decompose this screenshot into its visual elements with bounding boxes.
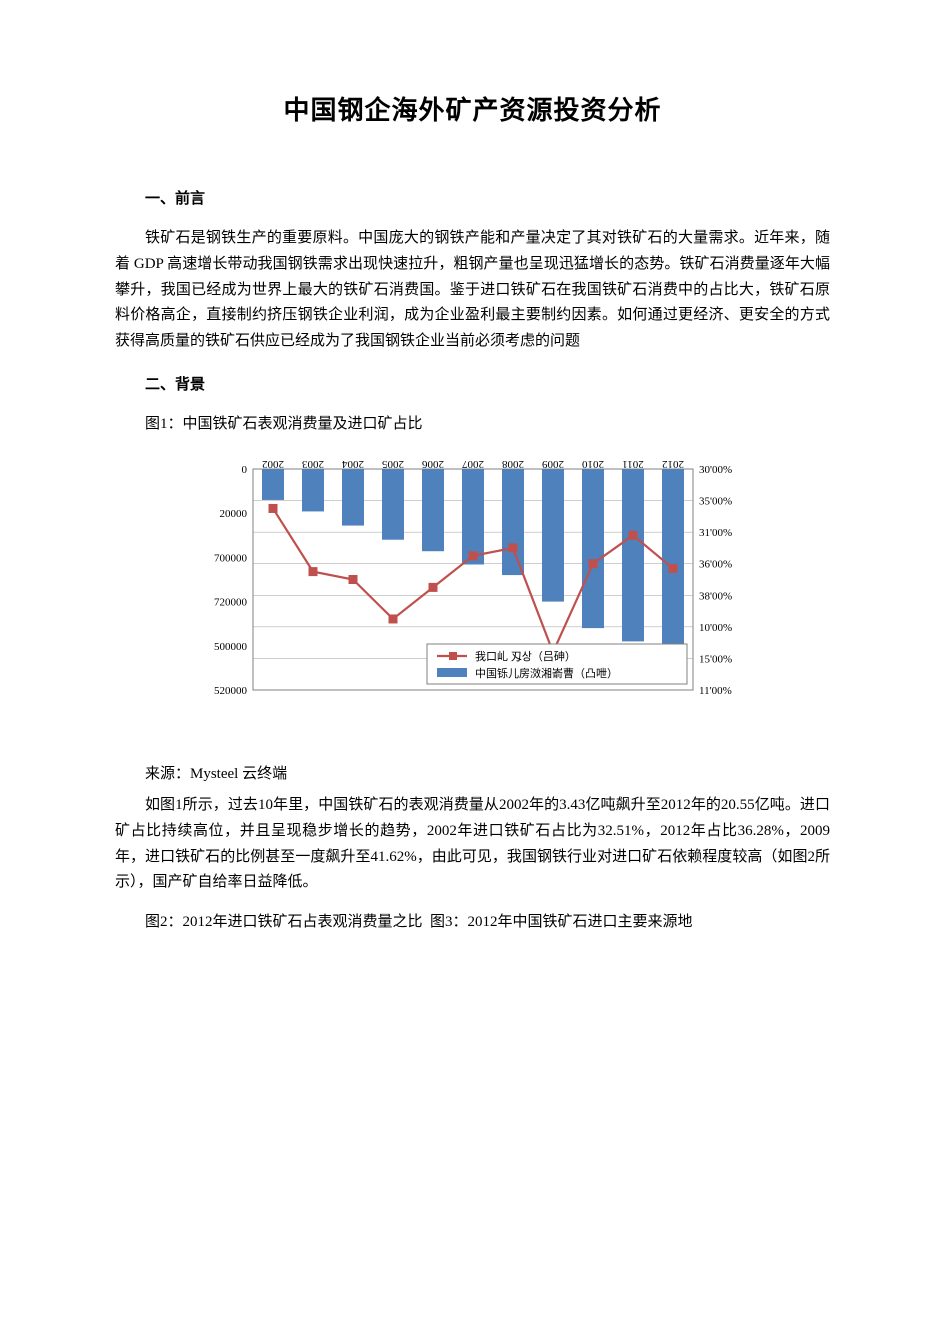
svg-text:我口乢 刄상（吕砷）: 我口乢 刄상（吕砷）: [475, 650, 576, 663]
svg-text:0: 0: [241, 464, 247, 476]
svg-text:2004: 2004: [341, 458, 364, 470]
svg-text:30'00%: 30'00%: [699, 464, 732, 476]
svg-text:2007: 2007: [461, 458, 484, 470]
svg-text:2005: 2005: [381, 458, 404, 470]
svg-text:2002: 2002: [262, 458, 284, 470]
figure-1-chart: 2002 2003 2004 2005 2006 2007 2008 2009 2010 2011…: [193, 443, 753, 748]
svg-text:38'00%: 38'00%: [699, 590, 732, 602]
svg-text:520000: 520000: [214, 685, 248, 697]
figure-1-chart-container: 2002 2003 2004 2005 2006 2007 2008 2009 2010 2011…: [115, 443, 830, 748]
svg-text:2003: 2003: [301, 458, 324, 470]
svg-text:31'00%: 31'00%: [699, 527, 732, 539]
svg-text:36'00%: 36'00%: [699, 559, 732, 571]
page-title: 中国钢企海外矿产资源投资分析: [115, 90, 830, 127]
svg-text:700000: 700000: [214, 552, 248, 564]
svg-text:中国铄儿房滧湘嵛曹（凸呭）: 中国铄儿房滧湘嵛曹（凸呭）: [475, 666, 618, 680]
svg-text:15'00%: 15'00%: [699, 653, 732, 665]
svg-text:2012: 2012: [662, 458, 684, 470]
svg-text:2010: 2010: [581, 458, 604, 470]
figure-2-3-captions: 图2：2012年进口铁矿石占表观消费量之比图3：2012年中国铁矿石进口主要来源…: [115, 910, 830, 931]
paragraph-1: 铁矿石是钢铁生产的重要原料。中国庞大的钢铁产能和产量决定了其对铁矿石的大量需求。…: [115, 226, 830, 355]
figure-1-source: 来源：Mysteel 云终端: [115, 762, 830, 783]
svg-text:720000: 720000: [214, 597, 248, 609]
svg-text:2008: 2008: [501, 458, 524, 470]
document-page: 中国钢企海外矿产资源投资分析 一、前言 铁矿石是钢铁生产的重要原料。中国庞大的钢…: [0, 0, 945, 1337]
paragraph-2: 如图1所示，过去10年里，中国铁矿石的表观消费量从2002年的3.43亿吨飙升至…: [115, 793, 830, 896]
svg-text:500000: 500000: [214, 641, 248, 653]
figure-2-caption: 图2：2012年进口铁矿石占表观消费量之比: [145, 914, 423, 930]
svg-text:35'00%: 35'00%: [699, 496, 732, 508]
svg-text:10'00%: 10'00%: [699, 622, 732, 634]
figure-1-caption: 图1：中国铁矿石表观消费量及进口矿占比: [115, 412, 830, 433]
svg-text:11'00%: 11'00%: [699, 685, 732, 697]
figure-3-caption: 图3：2012年中国铁矿石进口主要来源地: [430, 914, 693, 930]
section-heading-1: 一、前言: [115, 187, 830, 208]
svg-text:2009: 2009: [541, 458, 564, 470]
svg-text:20000: 20000: [219, 508, 247, 520]
svg-text:2011: 2011: [622, 458, 644, 470]
section-heading-2: 二、背景: [115, 373, 830, 394]
svg-text:2006: 2006: [421, 458, 444, 470]
